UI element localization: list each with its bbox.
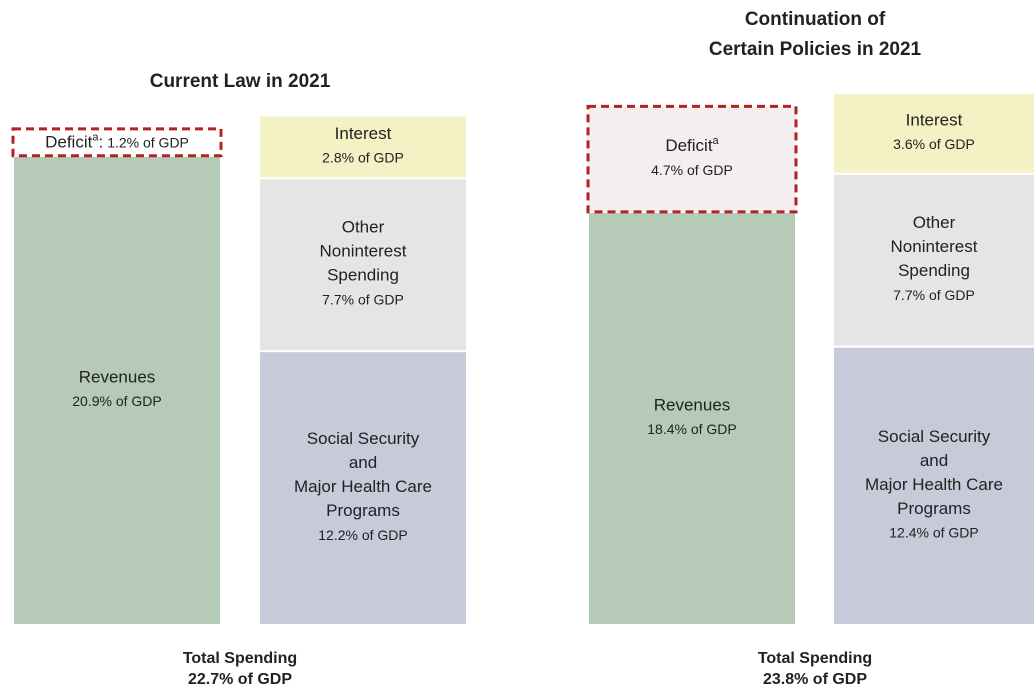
segment-name: Social Security [307, 430, 420, 449]
value-label: 3.6% of GDP [893, 136, 975, 152]
segment-name: Revenues [654, 396, 731, 415]
segment-name: Deficita [665, 135, 719, 156]
segment [832, 345, 1036, 626]
chart-title: Current Law in 2021 [150, 71, 331, 92]
chart-title: Continuation of [745, 9, 886, 30]
segment-name-text: Revenues [654, 396, 731, 415]
segment-name: Interest [335, 124, 392, 143]
segment-name-text: Major Health Care [865, 475, 1003, 494]
segment-name: Social Security [878, 427, 991, 446]
segment-name: Deficit [45, 133, 93, 152]
segment [832, 172, 1036, 348]
segment-name: Noninterest [891, 238, 978, 257]
total-value: 23.8% of GDP [763, 671, 867, 688]
value-label: 7.7% of GDP [322, 291, 404, 307]
segment [12, 154, 222, 626]
value-label: 2.8% of GDP [322, 150, 404, 166]
value-label: 7.7% of GDP [893, 287, 975, 303]
segment [832, 91, 1036, 175]
segment-name-text: and [349, 454, 377, 473]
segment-name-text: Social Security [307, 430, 420, 449]
segment-name: Spending [327, 266, 399, 285]
segment-name-text: Interest [906, 111, 963, 130]
segment-name-text: Noninterest [891, 238, 978, 257]
note-mark: a [713, 135, 720, 147]
segment-name: Other [913, 214, 956, 233]
value-label: 4.7% of GDP [651, 162, 733, 178]
segment [258, 177, 468, 353]
value-label: 1.2% of GDP [107, 134, 189, 150]
segment-name: Major Health Care [294, 478, 432, 497]
note-mark: a [92, 131, 99, 143]
segment [258, 114, 468, 180]
segment-name: Spending [898, 262, 970, 281]
segment-name: Programs [326, 502, 400, 521]
segment-name-text: and [920, 451, 948, 470]
segment-label: Deficita: 1.2% of GDP [45, 131, 189, 152]
segment-name-text: Interest [335, 124, 392, 143]
segment-name-text: Revenues [79, 368, 156, 387]
segment-name: and [349, 454, 377, 473]
value-label: 12.2% of GDP [318, 527, 408, 543]
segment-name-text: Spending [898, 262, 970, 281]
segment-name-text: Programs [897, 499, 971, 518]
chart-title: Certain Policies in 2021 [709, 39, 922, 60]
segment-name: Interest [906, 111, 963, 130]
total-value: 22.7% of GDP [188, 671, 292, 688]
segment-name: Programs [897, 499, 971, 518]
value-label: 20.9% of GDP [72, 393, 162, 409]
segment-name-text: Other [342, 218, 385, 237]
segment-name-text: Deficit [665, 137, 713, 156]
segment-name: Other [342, 218, 385, 237]
total-label: Total Spending [183, 650, 297, 667]
segment-name: Major Health Care [865, 475, 1003, 494]
separator: : [98, 133, 103, 152]
segment [11, 127, 223, 158]
segment-name-text: Social Security [878, 427, 991, 446]
segment-name: and [920, 451, 948, 470]
total-label: Total Spending [758, 650, 872, 667]
value-label: 18.4% of GDP [647, 421, 737, 437]
segment-name-text: Major Health Care [294, 478, 432, 497]
segment [258, 350, 468, 626]
segment-name-text: Noninterest [320, 242, 407, 261]
value-label: 12.4% of GDP [889, 525, 979, 541]
segment-name: Revenues [79, 368, 156, 387]
segment [586, 104, 798, 214]
segment-name-text: Other [913, 214, 956, 233]
segment [587, 210, 797, 626]
segment-name-text: Spending [327, 266, 399, 285]
segment-name-text: Programs [326, 502, 400, 521]
segment-name: Noninterest [320, 242, 407, 261]
